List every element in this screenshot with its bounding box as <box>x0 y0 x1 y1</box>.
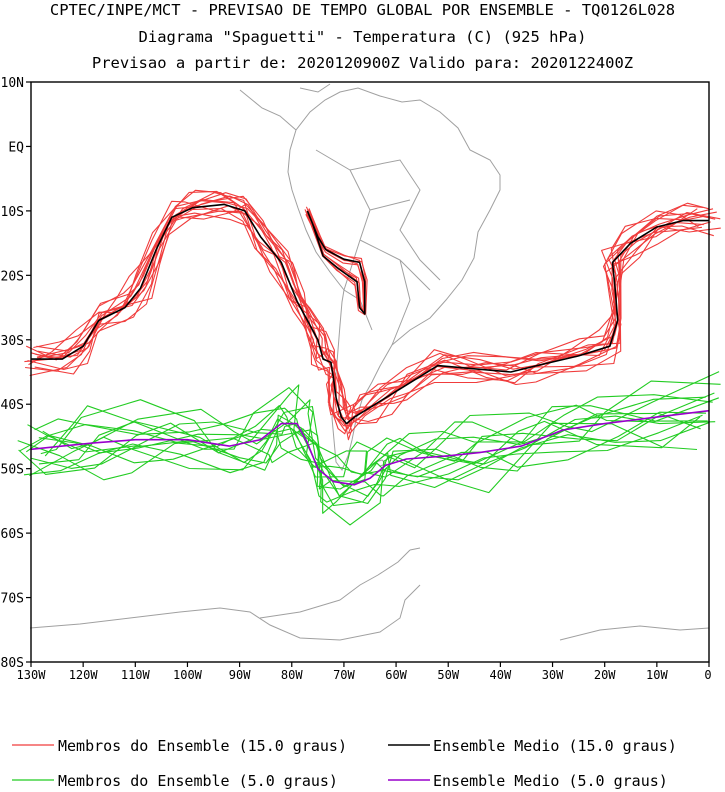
ensemble-member-15 <box>25 207 704 435</box>
ensemble-member-15 <box>30 190 703 423</box>
ensemble-member-5 <box>27 405 708 497</box>
lat-label: 10S <box>1 205 24 220</box>
lon-label: 10W <box>646 668 668 682</box>
ensemble-member-5 <box>40 371 720 478</box>
lon-label: 100W <box>173 668 203 682</box>
ensemble-member-15 <box>28 200 699 416</box>
lon-label: 70W <box>333 668 355 682</box>
lon-label: 120W <box>69 668 99 682</box>
legend-label-members-15: Membros do Ensemble (15.0 graus) <box>58 737 347 755</box>
ensemble-member-5 <box>34 394 713 475</box>
lon-label: 110W <box>121 668 151 682</box>
legend-label-mean-5: Ensemble Medio (5.0 graus) <box>433 772 668 790</box>
lon-label: 0 <box>704 668 711 682</box>
ensemble-member-15 <box>35 189 710 419</box>
lon-label: 50W <box>437 668 459 682</box>
ensemble-member-15 <box>25 192 698 432</box>
lon-label: 40W <box>490 668 512 682</box>
chart-title: CPTEC/INPE/MCT - PREVISAO DE TEMPO GLOBA… <box>49 1 676 19</box>
legend: Membros do Ensemble (15.0 graus) Ensembl… <box>12 737 677 790</box>
lat-label: 30S <box>1 334 24 349</box>
coastline-layer <box>29 83 710 641</box>
lon-label: 30W <box>542 668 564 682</box>
ensemble-member-5 <box>18 414 701 514</box>
south-america-coast <box>287 87 501 471</box>
lat-label: 10N <box>1 76 24 91</box>
map-frame <box>30 81 710 663</box>
lon-label: 20W <box>594 668 616 682</box>
ensemble-member-5 <box>31 422 709 507</box>
ensemble-mean-15 <box>31 203 709 425</box>
antarctic-peninsula <box>259 547 421 619</box>
chart-subtitle: Diagrama "Spaguetti" - Temperatura (C) (… <box>138 28 587 46</box>
forecast-times: Previsao a partir de: 2020120900Z Valido… <box>91 54 634 72</box>
lon-label: 90W <box>229 668 251 682</box>
lon-label: 130W <box>17 668 47 682</box>
ensemble-mean-5 <box>30 409 710 486</box>
lon-label: 80W <box>281 668 303 682</box>
lon-label: 60W <box>385 668 407 682</box>
lat-label: EQ <box>8 140 24 155</box>
ensemble-mean-15-andes <box>306 210 366 315</box>
antarctica-coast <box>29 584 710 641</box>
ensemble-member-5 <box>17 422 698 526</box>
contour-layer <box>17 189 721 526</box>
lat-label: 60S <box>1 527 24 542</box>
lat-label: 20S <box>1 269 24 284</box>
central-america-coast <box>239 83 331 131</box>
lat-label: 40S <box>1 398 24 413</box>
lat-label: 50S <box>1 463 24 478</box>
country-borders <box>315 149 441 346</box>
ensemble-member-5 <box>23 414 703 503</box>
lat-label: 80S <box>1 656 24 671</box>
ensemble-member-15 <box>33 195 706 415</box>
legend-label-mean-15: Ensemble Medio (15.0 graus) <box>433 737 677 755</box>
lat-label: 70S <box>1 592 24 607</box>
legend-label-members-5: Membros do Ensemble (5.0 graus) <box>58 772 338 790</box>
